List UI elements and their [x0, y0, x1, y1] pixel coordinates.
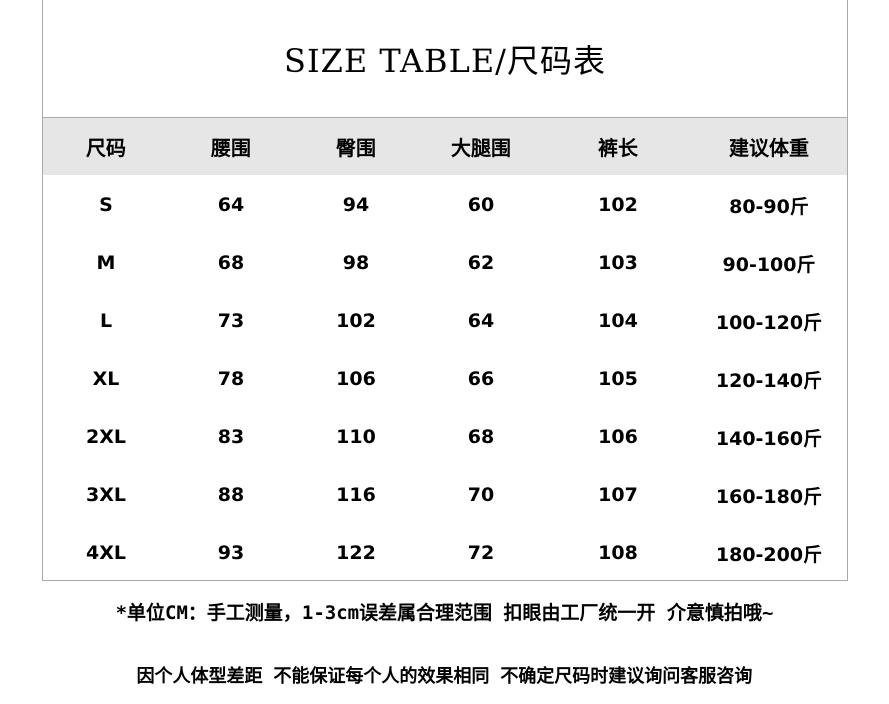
table-row: M 68 98 62 103 90-100斤	[43, 234, 847, 292]
column-header: 裤长	[598, 136, 638, 160]
column-header: 尺码	[86, 136, 126, 160]
table-cell: 160-180斤	[715, 485, 823, 508]
table-cell: 102	[336, 310, 376, 332]
table-cell: 100-120斤	[715, 311, 823, 334]
table-cell: 72	[467, 542, 495, 564]
table-cell: 122	[336, 542, 376, 564]
table-cell: 60	[467, 194, 495, 216]
table-cell: 120-140斤	[715, 369, 823, 392]
table-cell: 2XL	[86, 426, 126, 448]
advice-note: 因个人体型差距 不能保证每个人的效果相同 不确定尺码时建议询问客服咨询	[136, 666, 753, 687]
table-cell: 90-100斤	[722, 253, 816, 276]
table-cell: 64	[217, 194, 245, 216]
table-cell: 3XL	[86, 484, 126, 506]
table-cell: 106	[336, 368, 376, 390]
table-cell: L	[99, 310, 113, 332]
column-header: 腰围	[211, 136, 251, 160]
table-cell: 102	[598, 194, 638, 216]
column-header: 大腿围	[451, 136, 511, 160]
table-row: XL 78 106 66 105 120-140斤	[43, 350, 847, 408]
table-cell: 64	[467, 310, 495, 332]
column-header: 建议体重	[729, 136, 809, 160]
table-cell: 108	[598, 542, 638, 564]
table-cell: 68	[217, 252, 245, 274]
table-title: SIZE TABLE/尺码表	[43, 0, 847, 118]
table-cell: 116	[336, 484, 376, 506]
table-cell: 103	[598, 252, 638, 274]
table-cell: 62	[467, 252, 495, 274]
table-cell: 140-160斤	[715, 427, 823, 450]
table-cell: M	[96, 252, 116, 274]
table-cell: 88	[217, 484, 245, 506]
table-cell: 106	[598, 426, 638, 448]
column-header: 臀围	[336, 136, 376, 160]
table-cell: 70	[467, 484, 495, 506]
table-cell: 66	[467, 368, 495, 390]
table-row: 3XL 88 116 70 107 160-180斤	[43, 466, 847, 524]
table-cell: 68	[467, 426, 495, 448]
measurement-note: *单位CM：手工测量，1-3cm误差属合理范围 扣眼由工厂统一开 介意慎拍哦~	[115, 602, 774, 624]
table-cell: 78	[217, 368, 245, 390]
table-cell: 83	[217, 426, 245, 448]
table-cell: 107	[598, 484, 638, 506]
table-header: 尺码 腰围 臀围 大腿围 裤长 建议体重	[43, 118, 847, 175]
table-cell: 80-90斤	[729, 195, 809, 218]
table-cell: XL	[92, 368, 120, 390]
table-row: 2XL 83 110 68 106 140-160斤	[43, 408, 847, 466]
table-row: L 73 102 64 104 100-120斤	[43, 292, 847, 350]
table-row: 4XL 93 122 72 108 180-200斤	[43, 524, 847, 582]
table-cell: 110	[336, 426, 376, 448]
size-table: SIZE TABLE/尺码表 尺码 腰围 臀围 大腿围 裤长 建议体重 S 64 94 60 10…	[42, 0, 848, 581]
table-cell: 73	[217, 310, 245, 332]
table-cell: 93	[217, 542, 245, 564]
table-cell: 98	[342, 252, 370, 274]
table-cell: 105	[598, 368, 638, 390]
table-cell: 4XL	[86, 542, 126, 564]
table-row: S 64 94 60 102 80-90斤	[43, 176, 847, 234]
table-cell: 180-200斤	[715, 543, 823, 566]
table-cell: 94	[342, 194, 370, 216]
table-cell: S	[99, 194, 113, 216]
table-cell: 104	[598, 310, 638, 332]
